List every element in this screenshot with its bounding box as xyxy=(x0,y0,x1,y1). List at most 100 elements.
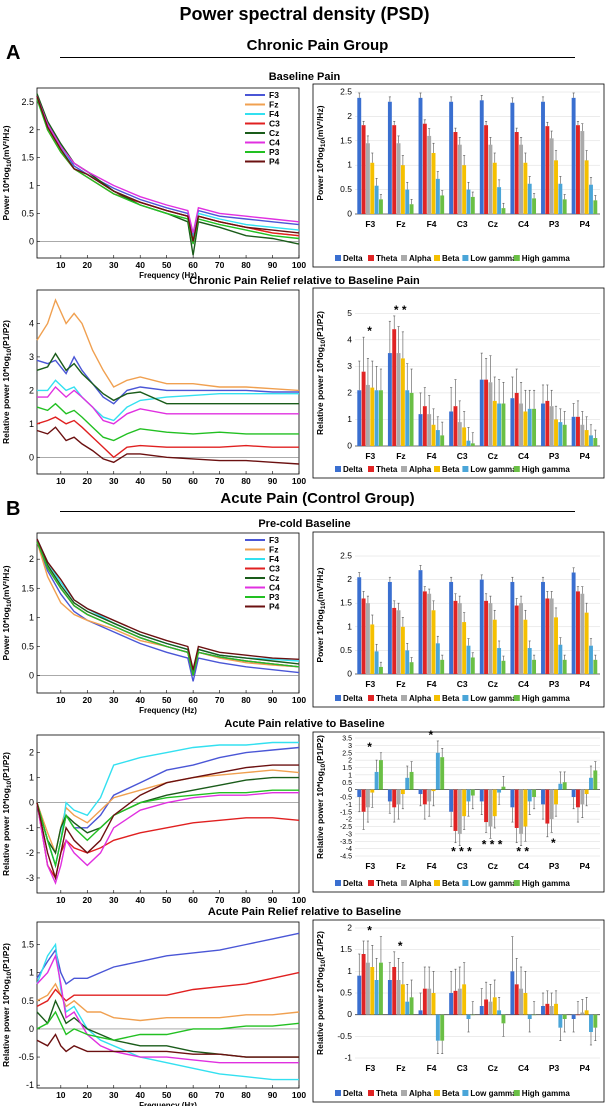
bar-A2-bar-bar-Delta xyxy=(387,353,392,446)
bar-B3-bar-bar-Alpha xyxy=(488,1001,493,1015)
section-title-b: Acute Pain (Control Group) xyxy=(220,490,415,507)
bar-B3-bar-legend-label: Delta xyxy=(343,1089,363,1098)
line-B2-line-series-C4 xyxy=(36,792,299,885)
bar-A2-bar-ytick-label: 0 xyxy=(347,441,352,451)
bar-B1-bar-bar-Theta xyxy=(484,600,489,674)
bar-A2-bar-bar-Beta xyxy=(523,411,528,446)
line-B1-line-legend-label: P3 xyxy=(269,592,280,602)
bar-B3-bar-bar-Delta xyxy=(449,993,454,1015)
bar-B1-bar-bar-Delta xyxy=(510,581,515,674)
bar-B2-bar-bar-Low gamma xyxy=(405,777,410,790)
line-B2-line-series-P3 xyxy=(36,789,299,869)
bar-B2-bar-ytick-label: 1 xyxy=(348,772,352,779)
bar-A2-bar-bar-Beta xyxy=(431,424,436,446)
line-A2-line-series-Cz xyxy=(36,352,299,405)
line-A2-line-series-F4 xyxy=(37,379,299,422)
line-B2-line-xtick-label: 20 xyxy=(83,895,93,905)
bar-B1-bar-bar-Delta xyxy=(571,572,576,674)
panel-title-precold-baseline: Pre-cold Baseline xyxy=(258,518,351,530)
bar-B2-bar-ytick-label: 3.5 xyxy=(342,736,352,743)
bar-A1-bar-bar-Beta xyxy=(523,162,528,214)
line-A1-line-ytick-label: 1.5 xyxy=(21,153,34,163)
bar-A2-bar-bar-High gamma xyxy=(470,443,475,446)
line-B3-line-ytick-label: 1.5 xyxy=(21,940,34,950)
bar-B2-bar-ytick-label: 1.5 xyxy=(342,765,352,772)
bar-A1-bar-ytick-label: 2 xyxy=(347,111,352,121)
bar-B1-bar-bar-Theta xyxy=(514,605,519,674)
line-B3-line-ylabel: Relative power 10*log10(P1/P2) xyxy=(1,943,13,1067)
bar-B1-bar-bar-High gamma xyxy=(440,659,445,674)
line-B1-line-legend-label: C3 xyxy=(269,564,280,574)
bar-B3-bar-bar-Delta xyxy=(510,971,515,1015)
bar-B2-bar-bar-Alpha xyxy=(365,789,370,808)
bar-B2-bar-ytick-label: -2.5 xyxy=(340,824,352,831)
line-B2-line-ytick-label: -3 xyxy=(26,873,34,883)
bar-B1-bar-bar-Delta xyxy=(418,570,423,674)
line-A2-line-ylabel: Relative power 10*log10(P1/P2) xyxy=(1,320,13,444)
bar-B2-bar-legend-swatch xyxy=(513,880,520,886)
line-B3-line-xtick-label: 50 xyxy=(162,1090,172,1100)
line-A2-line-frame xyxy=(36,289,300,475)
bar-B1-bar-bar-Alpha xyxy=(457,603,462,674)
bar-B1-bar-bar-Theta xyxy=(361,598,366,674)
bar-A2-bar-bar-Beta xyxy=(462,427,467,446)
bar-A2-bar-ytick-label: 4 xyxy=(347,334,352,344)
bar-A2-bar-bar-Theta xyxy=(422,406,427,446)
bar-B2-bar-category-label: P4 xyxy=(579,861,590,871)
line-B1-line-xtick-label: 80 xyxy=(241,695,251,705)
bar-B2-bar-bar-Theta xyxy=(545,789,550,824)
bar-B2-bar-bar-Beta xyxy=(492,789,497,817)
bar-A1-bar-bar-Beta xyxy=(431,153,436,214)
bar-A1-bar-bar-High gamma xyxy=(378,199,383,214)
bar-B3-bar-bar-Theta xyxy=(514,984,519,1015)
line-A2-line-xtick-label: 90 xyxy=(268,476,278,486)
bar-A2-bar-legend-label: Beta xyxy=(442,465,460,474)
line-B2-line-series-P4 xyxy=(36,764,299,881)
bar-B2-bar-bar-High gamma xyxy=(378,760,383,790)
line-B2-line-xtick-label: 100 xyxy=(292,895,306,905)
bar-A1-bar-bar-Theta xyxy=(514,132,519,214)
bar-B3-bar-significance-mark: * xyxy=(367,924,372,938)
bar-A1-bar-bar-Theta xyxy=(361,125,366,214)
bar-A1-bar-category-label: P4 xyxy=(579,219,590,229)
bar-A2-bar-bar-Low gamma xyxy=(589,435,593,446)
bar-A1-bar-bar-Theta xyxy=(576,125,580,214)
bar-B2-bar-bar-Alpha xyxy=(580,789,585,805)
bar-B1-bar-bar-High gamma xyxy=(593,659,598,674)
bar-B3-bar-bar-Delta xyxy=(418,1010,423,1015)
bar-A1-bar-bar-Delta xyxy=(541,101,545,214)
bar-B2-bar-category-label: F3 xyxy=(365,861,375,871)
bar-A2-bar-legend-label: Delta xyxy=(343,465,363,474)
bar-B3-bar-legend-label: Beta xyxy=(442,1089,460,1098)
bar-B3-bar-bar-Delta xyxy=(357,975,362,1015)
bar-B2-bar-legend-label: Delta xyxy=(343,879,363,888)
bar-B2-bar-significance-mark: * * * xyxy=(451,845,472,859)
bar-B2-bar-ytick-label: -0.5 xyxy=(340,795,352,802)
bar-A1-bar-ytick-label: 1 xyxy=(347,160,352,170)
bar-B2-bar-significance-mark: * * xyxy=(516,845,529,859)
bar-B2-bar-bar-Alpha xyxy=(488,789,493,827)
bar-A1-bar-bar-Low gamma xyxy=(497,187,502,214)
bar-A1-bar-bar-Alpha xyxy=(580,131,585,214)
bar-B2-bar-bar-Beta xyxy=(462,789,467,817)
bar-A1-bar-category-label: Fz xyxy=(396,219,405,229)
bar-A1-bar-bar-Beta xyxy=(462,165,467,214)
line-B3-line-series-Fz xyxy=(36,982,300,1022)
bar-B2-bar-ytick-label: -1 xyxy=(346,802,352,809)
bar-B2-bar-bar-High gamma xyxy=(409,771,414,790)
line-B3-line-series-C4 xyxy=(36,953,299,1064)
bar-A1-bar-category-label: P3 xyxy=(549,219,560,229)
line-A2-line-ytick-label: 0 xyxy=(29,452,34,462)
line-A1-line-ytick-label: 2 xyxy=(29,125,34,135)
bar-A2-bar-bar-Beta xyxy=(400,358,405,446)
bar-B1-bar-bar-Delta xyxy=(387,581,392,674)
bar-B1-bar-category-label: C4 xyxy=(518,679,529,689)
line-A1-line-xtick-label: 20 xyxy=(83,260,93,270)
line-A1-line-legend-label: F4 xyxy=(269,109,279,119)
line-B2-line-xtick-label: 10 xyxy=(56,895,66,905)
bar-B2-bar-bar-Low gamma xyxy=(374,771,379,790)
bar-A2-bar-ytick-label: 1 xyxy=(347,414,352,424)
line-B2-line-xtick-label: 60 xyxy=(188,895,198,905)
bar-B3-bar-bar-Beta xyxy=(492,997,497,1015)
